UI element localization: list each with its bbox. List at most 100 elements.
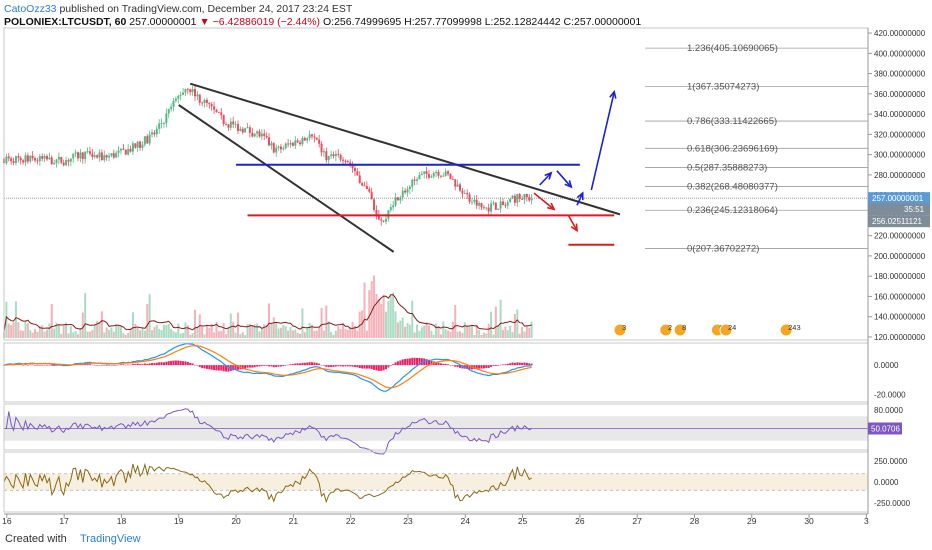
volume-bar (332, 334, 335, 338)
volume-bar (22, 330, 25, 338)
volume-bar (392, 292, 395, 338)
macd-histogram-bar (282, 365, 285, 367)
author-link[interactable]: CatoOzz33 (4, 3, 57, 15)
volume-bar (43, 331, 46, 338)
candle-body (291, 142, 294, 146)
candle-body (413, 179, 416, 181)
candle-body (480, 202, 483, 208)
macd-histogram-bar (382, 365, 385, 371)
volume-bar (108, 329, 111, 338)
rsi-line (4, 408, 532, 455)
candle-body (117, 150, 120, 153)
macd-histogram-bar (291, 364, 294, 366)
blue-arrow-line (576, 192, 584, 206)
macd-histogram-bar (332, 365, 335, 367)
macd-histogram-bar (117, 364, 120, 366)
macd-histogram-bar (205, 365, 208, 369)
candle-body (268, 137, 271, 146)
macd-histogram-bar (198, 365, 201, 368)
candle-body (69, 158, 72, 162)
volume-bar (382, 294, 385, 338)
candle-body (401, 190, 404, 198)
candle-body (67, 160, 70, 162)
volume-bar (55, 322, 58, 338)
candle-body (194, 89, 196, 97)
candle-body (62, 162, 65, 166)
candle-body (392, 205, 395, 208)
candle-body (485, 207, 488, 209)
candle-body (482, 207, 485, 209)
candle-body (60, 156, 63, 163)
y-tick-label: 420.00000000 (874, 29, 926, 38)
candle-body (7, 156, 10, 159)
candle-body (294, 140, 297, 146)
candle-body (72, 153, 75, 159)
macd-histogram-bar (525, 362, 528, 366)
macd-histogram-bar (100, 365, 103, 366)
volume-bar (162, 325, 165, 338)
y-tick-label: 220.00000000 (874, 232, 926, 241)
cci-y-tick-label: 250.0000 (874, 457, 908, 466)
macd-histogram-bar (251, 365, 254, 368)
candle-body (399, 197, 402, 201)
candle-body (79, 152, 82, 159)
candle-body (382, 220, 385, 222)
volume-bar (81, 312, 84, 338)
macd-histogram-bar (349, 365, 352, 367)
macd-histogram-bar (373, 365, 376, 370)
candle-body (256, 131, 259, 134)
candle-body (499, 201, 502, 209)
candle-body (303, 138, 306, 141)
tradingview-logo[interactable]: TradingView (80, 533, 141, 545)
bid-price-badge (868, 215, 930, 228)
candle-body (449, 174, 452, 180)
volume-bar (349, 327, 352, 338)
volume-bar (313, 330, 316, 338)
volume-bar (127, 333, 130, 338)
published-text: published on TradingView.com, December 2… (56, 3, 353, 15)
macd-histogram-bar (196, 365, 199, 366)
macd-histogram-bar (222, 365, 225, 372)
macd-histogram-bar (351, 365, 354, 367)
candle-body (461, 190, 464, 194)
volume-bar (318, 327, 321, 338)
volume-bar (530, 321, 533, 338)
macd-histogram-bar (184, 361, 187, 366)
volume-bar (299, 333, 302, 338)
candle-body (373, 199, 376, 211)
candle-body (406, 189, 409, 193)
macd-histogram-bar (497, 365, 500, 366)
red-arrow-head (547, 202, 556, 211)
candle-body (310, 134, 313, 137)
volume-bar (122, 333, 125, 338)
macd-histogram-bar (459, 365, 462, 368)
macd-histogram-bar (394, 362, 397, 366)
volume-bar (427, 325, 430, 338)
symbol-label[interactable]: POLONIEX:LTCUSDT, 60 (4, 16, 127, 28)
macd-histogram-bar (330, 365, 333, 367)
volume-bar (62, 324, 65, 338)
candle-body (463, 192, 466, 194)
macd-histogram-bar (523, 362, 526, 366)
candle-body (184, 88, 187, 93)
volume-bar (189, 334, 192, 338)
candle-body (275, 147, 278, 153)
macd-histogram-bar (115, 365, 118, 366)
candle-body (418, 175, 421, 180)
blue-arrow-head (576, 191, 584, 201)
chart-header: CatoOzz33 published on TradingView.com, … (0, 0, 932, 28)
candle-body (411, 179, 414, 187)
volume-bar (220, 331, 223, 338)
macd-histogram-bar (41, 365, 44, 366)
volume-bar (475, 324, 478, 338)
volume-bar (466, 325, 469, 338)
event-badge-count: 2 (668, 323, 672, 332)
macd-histogram-bar (201, 365, 204, 369)
volume-bar (77, 334, 80, 338)
candle-body (344, 160, 347, 162)
volume-bar (377, 298, 380, 338)
candle-body (251, 132, 254, 137)
fib-level-label: 0.236(245.12318064) (687, 205, 778, 216)
candle-body (521, 198, 524, 200)
volume-bar (513, 314, 516, 338)
